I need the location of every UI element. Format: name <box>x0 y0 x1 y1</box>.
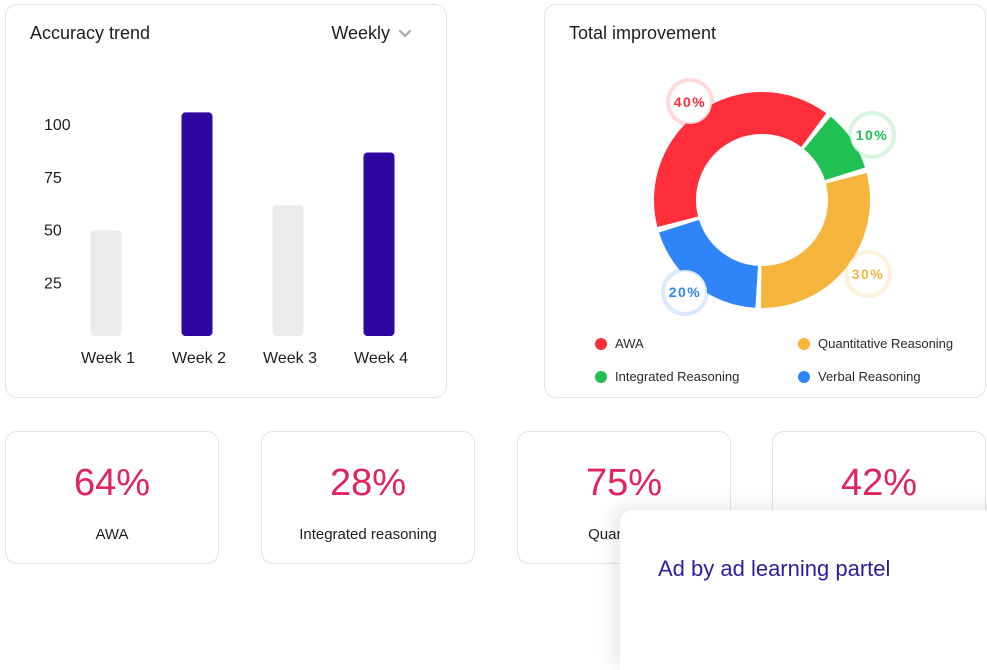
stat-value: 75% <box>585 462 663 504</box>
accuracy-bar-chart: 25 50 75 100 Week 1 Week 2 Week 3 Week 4 <box>44 112 408 367</box>
slice-label-badge: 30% <box>844 250 892 298</box>
slice-quantitative-reasoning[interactable] <box>760 172 870 308</box>
stat-value: 28% <box>329 462 407 504</box>
slice-label-badge: 10% <box>848 111 896 159</box>
chevron-down-icon <box>398 29 412 37</box>
y-tick-label: 50 <box>44 223 62 240</box>
legend-dot <box>595 370 607 383</box>
period-select-value: Weekly <box>331 23 390 43</box>
total-improvement-title: Total improvement <box>569 23 717 43</box>
legend-label: Quantitative Reasoning <box>818 336 954 351</box>
slice-label: 30% <box>852 266 885 282</box>
stat-value: 64% <box>73 462 151 504</box>
slice-awa[interactable] <box>654 92 827 228</box>
stat-label: Integrated reasoning <box>299 526 437 543</box>
bar-week-2[interactable] <box>181 112 213 336</box>
slice-label-badge: 20% <box>661 268 709 316</box>
slice-verbal-reasoning[interactable] <box>659 219 759 308</box>
legend-dot <box>595 337 607 350</box>
stat-label: AWA <box>95 526 129 543</box>
y-tick-label: 75 <box>44 170 62 187</box>
slice-label-badge: 40% <box>666 78 714 126</box>
slice-integrated-reasoning[interactable] <box>803 116 865 181</box>
accuracy-trend-title: Accuracy trend <box>30 23 151 43</box>
legend-label: Integrated Reasoning <box>615 369 740 384</box>
x-tick-label: Week 2 <box>172 350 226 367</box>
stat-value: 42% <box>840 462 918 504</box>
legend-item-verbal: Verbal Reasoning <box>798 369 921 384</box>
bar-week-3[interactable] <box>272 205 304 336</box>
overlay-popup[interactable]: Ad by ad learning partel <box>620 510 987 670</box>
x-tick-label: Week 1 <box>81 350 135 367</box>
legend-label: Verbal Reasoning <box>818 369 921 384</box>
legend-dot <box>798 370 810 383</box>
legend-item-quantitative: Quantitative Reasoning <box>798 336 953 351</box>
slice-label: 20% <box>669 284 702 300</box>
x-tick-label: Week 4 <box>354 350 408 367</box>
y-tick-label: 100 <box>44 117 71 134</box>
legend-item-awa: AWA <box>595 336 644 351</box>
slice-label: 40% <box>674 94 707 110</box>
improvement-donut-chart: 40% 10% 30% 20% <box>654 78 896 316</box>
legend-item-integrated: Integrated Reasoning <box>595 369 739 384</box>
overlay-popup-text: Ad by ad learning partel <box>658 556 891 581</box>
stat-card-awa: 64% AWA <box>5 431 219 564</box>
legend-dot <box>798 337 810 350</box>
x-tick-label: Week 3 <box>263 350 317 367</box>
y-tick-label: 25 <box>44 275 62 292</box>
bar-week-1[interactable] <box>90 230 122 336</box>
bar-week-4[interactable] <box>363 152 395 336</box>
slice-label: 10% <box>856 127 889 143</box>
period-select[interactable]: Weekly <box>331 23 412 44</box>
accuracy-trend-card: Accuracy trend Weekly 25 50 75 100 Week 1 Wee… <box>5 4 447 398</box>
total-improvement-card: Total improvement 40% 10% 30% 20% AWA Quant… <box>544 4 986 398</box>
legend-label: AWA <box>615 336 644 351</box>
stat-card-integrated: 28% Integrated reasoning <box>261 431 475 564</box>
